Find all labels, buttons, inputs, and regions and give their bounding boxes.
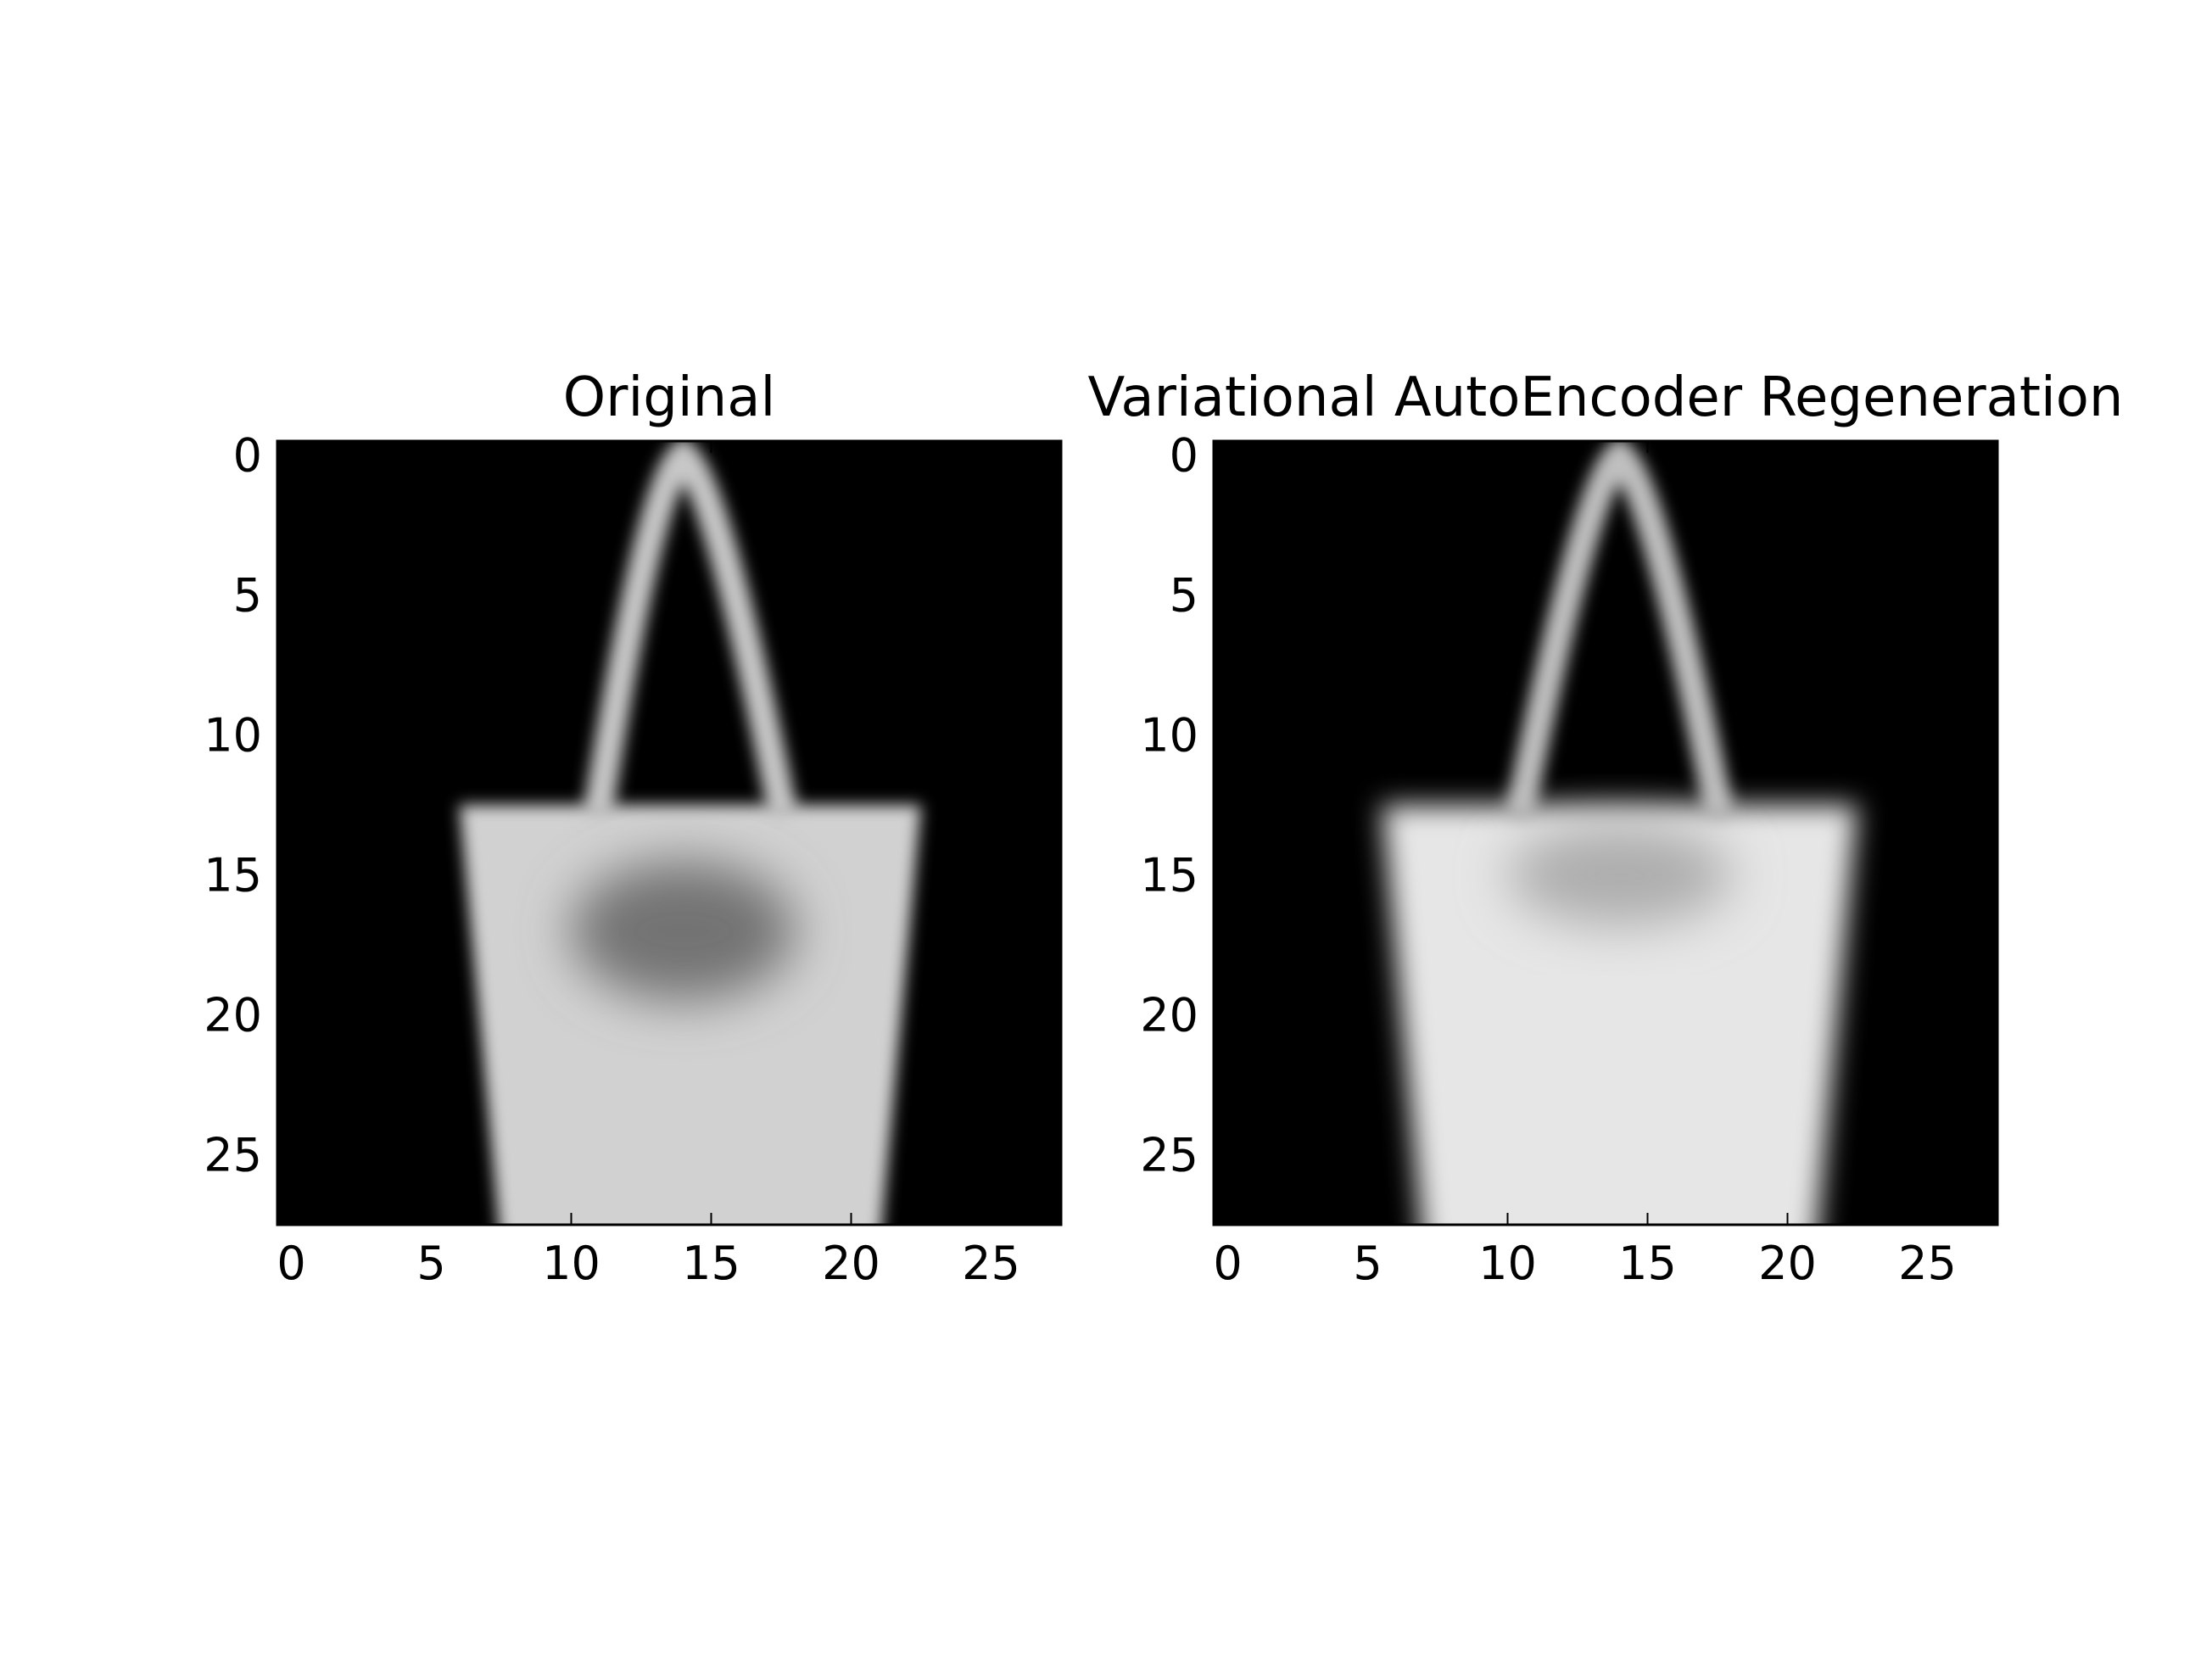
axes-frame bbox=[276, 439, 1063, 1226]
subplot-title: Original bbox=[563, 366, 775, 429]
y-tick-label: 15 bbox=[204, 849, 262, 902]
y-tick-label: 25 bbox=[1140, 1129, 1198, 1182]
x-ticks: 0 5 10 15 20 25 bbox=[1213, 441, 1957, 1290]
bag-body bbox=[459, 805, 921, 1225]
y-ticks: 0 5 10 15 20 25 bbox=[204, 429, 1061, 1182]
bag-shade bbox=[1507, 824, 1732, 925]
bag-shade bbox=[571, 861, 796, 1001]
x-tick-label: 10 bbox=[542, 1237, 600, 1290]
bag-handle bbox=[1506, 441, 1733, 820]
x-tick-label: 10 bbox=[1478, 1237, 1537, 1290]
y-tick-label: 20 bbox=[1140, 989, 1198, 1042]
y-tick-label: 15 bbox=[1140, 849, 1198, 902]
subplot-regeneration: Variational AutoEncoder Regeneration 0 5 1… bbox=[1088, 366, 2124, 1290]
y-tick-label: 20 bbox=[204, 989, 262, 1042]
image-content bbox=[459, 441, 921, 1225]
y-tick-label: 10 bbox=[1140, 709, 1198, 762]
x-tick-label: 25 bbox=[1898, 1237, 1957, 1290]
y-tick-label: 10 bbox=[204, 709, 262, 762]
x-ticks: 0 5 10 15 20 25 bbox=[276, 441, 1020, 1290]
x-tick-label: 20 bbox=[1758, 1237, 1817, 1290]
y-tick-label: 25 bbox=[204, 1129, 262, 1182]
x-tick-label: 5 bbox=[1353, 1237, 1382, 1290]
bag-handle bbox=[584, 441, 796, 820]
y-tick-label: 5 bbox=[233, 569, 262, 623]
y-tick-label: 0 bbox=[1170, 429, 1198, 483]
x-tick-label: 20 bbox=[822, 1237, 880, 1290]
x-tick-label: 0 bbox=[1213, 1237, 1242, 1290]
x-tick-label: 25 bbox=[962, 1237, 1020, 1290]
x-tick-label: 0 bbox=[276, 1237, 305, 1290]
x-tick-label: 5 bbox=[416, 1237, 445, 1290]
x-tick-label: 15 bbox=[682, 1237, 740, 1290]
subplot-title: Variational AutoEncoder Regeneration bbox=[1088, 366, 2124, 429]
y-tick-label: 5 bbox=[1170, 569, 1198, 623]
x-tick-label: 15 bbox=[1618, 1237, 1677, 1290]
subplot-original: Original 0 5 10 15 20 25 0 5 10 15 20 25 bbox=[204, 366, 1063, 1290]
bag-body bbox=[1382, 805, 1857, 1225]
y-tick-label: 0 bbox=[233, 429, 262, 483]
axes-frame bbox=[1212, 439, 1999, 1226]
image-content bbox=[1382, 441, 1857, 1225]
y-ticks: 0 5 10 15 20 25 bbox=[1140, 429, 1997, 1182]
